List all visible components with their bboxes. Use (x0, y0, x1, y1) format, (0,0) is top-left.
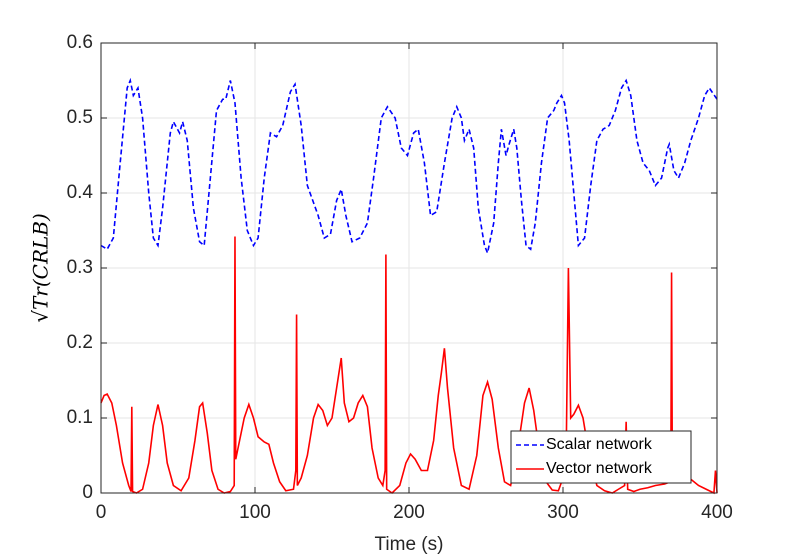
x-tick-label: 200 (393, 502, 425, 523)
x-axis-label: Time (s) (375, 534, 444, 555)
axes-box (100, 42, 718, 494)
x-tick-label: 300 (547, 502, 579, 523)
y-tick-label: 0.3 (67, 257, 93, 278)
legend-label: Vector network (546, 460, 653, 477)
legend-label: Scalar network (546, 436, 653, 453)
legend-box (510, 430, 692, 484)
x-tick-label: 400 (701, 502, 733, 523)
y-tick-label: 0 (82, 482, 93, 503)
y-tick-label: 0.5 (67, 107, 93, 128)
data-line (100, 77, 718, 256)
x-tick-label: 100 (239, 502, 271, 523)
y-tick-label: 0.2 (67, 332, 93, 353)
y-tick-label: 0.4 (67, 182, 94, 203)
legend: Scalar network Vector network (510, 430, 692, 484)
y-tick-label: 0.1 (67, 407, 93, 428)
y-axis-label: √Tr(CRLB) (29, 213, 53, 323)
x-tick-label: 0 (96, 502, 107, 523)
y-tick-label: 0.6 (67, 32, 93, 53)
data-line (100, 236, 718, 495)
